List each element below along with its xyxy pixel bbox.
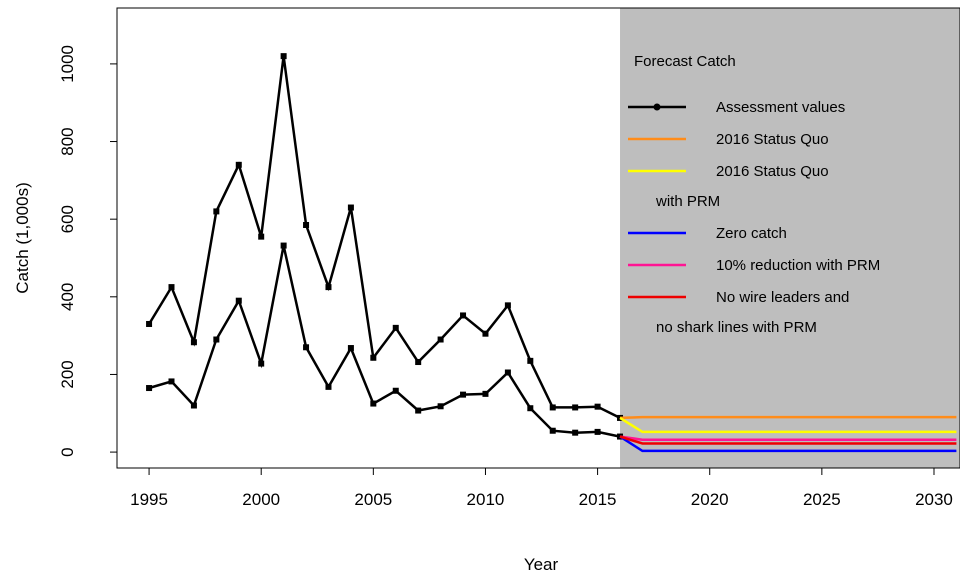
series-line	[619, 415, 957, 420]
point	[280, 242, 287, 249]
point	[258, 233, 265, 240]
point	[303, 344, 310, 351]
legend-label: with PRM	[655, 193, 720, 210]
point	[392, 387, 399, 394]
x-tick-label: 2005	[354, 490, 392, 509]
point	[415, 359, 422, 366]
point	[527, 357, 534, 364]
y-tick-label: 600	[58, 205, 77, 233]
point	[370, 354, 377, 361]
legend-label: Zero catch	[716, 225, 787, 242]
legend-label: no shark lines with PRM	[656, 319, 817, 336]
point	[549, 404, 556, 411]
point	[190, 402, 197, 409]
point	[168, 378, 175, 385]
legend-label: 2016 Status Quo	[716, 131, 829, 148]
point	[168, 284, 175, 291]
point	[146, 385, 153, 392]
legend-label: Assessment values	[716, 99, 845, 116]
point	[213, 208, 220, 215]
point	[460, 312, 467, 319]
series-line	[619, 435, 957, 453]
point	[325, 284, 332, 291]
legend-label: 2016 Status Quo	[716, 163, 829, 180]
forecast-region	[620, 8, 960, 468]
point	[460, 391, 467, 398]
point	[347, 204, 354, 211]
y-tick-label: 1000	[58, 45, 77, 83]
point	[146, 320, 153, 327]
point	[504, 302, 511, 309]
series-line	[148, 55, 621, 420]
point	[190, 339, 197, 346]
point	[482, 330, 489, 337]
point	[235, 297, 242, 304]
y-axis-title: Catch (1,000s)	[13, 182, 32, 294]
point	[280, 53, 287, 60]
legend-label: No wire leaders and	[716, 289, 849, 306]
legend-marker	[653, 103, 661, 111]
point	[572, 404, 579, 411]
series-line	[148, 245, 621, 438]
x-tick-label: 2020	[691, 490, 729, 509]
point	[415, 407, 422, 414]
point	[504, 369, 511, 376]
point	[594, 403, 601, 410]
y-tick-label: 0	[58, 447, 77, 456]
point	[527, 405, 534, 412]
x-tick-label: 2015	[579, 490, 617, 509]
point	[347, 345, 354, 352]
point	[482, 390, 489, 397]
x-tick-label: 2000	[242, 490, 280, 509]
series-line	[619, 435, 957, 445]
legend-title: Forecast Catch	[634, 53, 736, 70]
point	[258, 360, 265, 367]
point	[303, 221, 310, 228]
x-tick-label: 2025	[803, 490, 841, 509]
legend-label: 10% reduction with PRM	[716, 257, 880, 274]
point	[392, 324, 399, 331]
y-tick-label: 200	[58, 360, 77, 388]
point	[325, 383, 332, 390]
series-line	[619, 416, 957, 434]
x-tick-label: 2010	[467, 490, 505, 509]
point	[572, 429, 579, 436]
x-axis-title: Year	[524, 555, 559, 574]
point	[235, 161, 242, 168]
point	[437, 403, 444, 410]
point	[549, 427, 556, 434]
x-tick-label: 1995	[130, 490, 168, 509]
y-tick-label: 800	[58, 127, 77, 155]
point	[370, 400, 377, 407]
point	[594, 428, 601, 435]
y-tick-label: 400	[58, 283, 77, 311]
point	[213, 336, 220, 343]
x-tick-label: 2030	[915, 490, 953, 509]
point	[437, 336, 444, 343]
